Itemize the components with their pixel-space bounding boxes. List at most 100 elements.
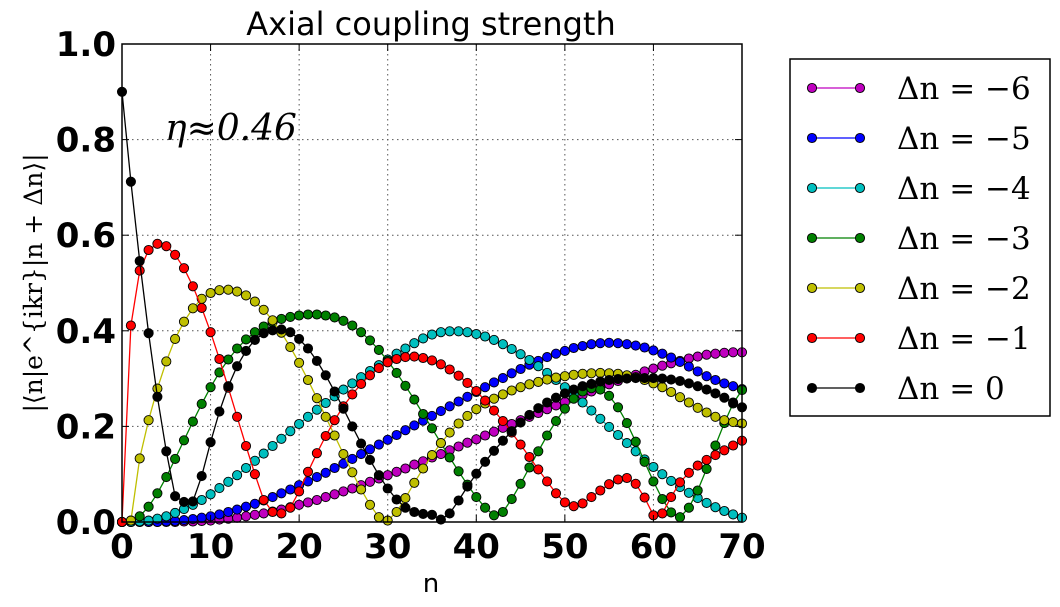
data-point [453,441,464,452]
data-point [347,467,358,478]
data-point [187,303,198,314]
data-point [214,353,225,365]
data-point [471,404,482,415]
data-point [586,339,597,350]
data-point [488,405,500,416]
data-point [329,386,340,397]
data-point [400,463,411,474]
data-point [710,502,721,513]
data-point [604,421,615,432]
data-point [294,499,305,510]
data-point [382,470,393,481]
data-point [418,463,429,474]
data-point [515,478,526,489]
data-point [311,393,322,404]
data-point [692,381,703,392]
data-point [657,360,668,371]
data-point [294,486,305,497]
data-point [409,459,420,470]
data-point [311,404,322,415]
data-point [542,476,553,487]
data-point [471,468,482,479]
data-point [364,454,376,465]
data-point [639,342,650,353]
data-point [533,403,544,414]
data-point [285,426,296,437]
data-point [471,434,482,445]
data-point [196,512,207,523]
data-point [666,386,677,398]
x-tick-label: 40 [453,527,500,567]
data-point [196,494,207,506]
data-point [276,313,287,324]
data-point [710,348,721,359]
data-point [542,430,553,441]
x-tick-label: 60 [630,527,677,567]
data-point [232,470,243,481]
legend-label: Δn = −1 [897,321,1031,357]
series--1 [116,238,748,528]
data-point [426,410,438,421]
data-point [657,382,668,393]
data-point [223,381,234,392]
legend-label: Δn = −2 [897,271,1031,307]
data-point [311,472,322,483]
data-point [143,244,154,256]
data-point [302,411,314,422]
data-point [311,309,322,320]
data-point [648,373,659,384]
x-tick-label: 20 [275,527,322,567]
data-point [302,343,314,354]
data-point [639,492,650,503]
data-point [648,476,659,487]
data-point [462,481,473,492]
data-point [400,493,411,504]
data-point [683,378,694,389]
data-point [524,451,535,463]
data-point [506,494,517,505]
data-point [533,464,544,475]
data-point [240,290,252,301]
data-point [373,512,384,523]
data-point [488,393,500,404]
data-point [683,397,694,408]
data-point [356,327,367,338]
data-point [568,393,579,404]
data-point [382,483,393,494]
data-point [488,377,500,388]
data-point [152,488,163,499]
data-point [338,315,349,326]
data-point [196,398,207,409]
data-point [329,415,340,426]
data-point [196,302,207,313]
data-point [435,359,446,370]
data-point [240,462,252,474]
data-point [666,507,677,518]
y-tick-label: 1.0 [56,25,116,65]
data-point [497,506,508,518]
data-point [161,446,172,457]
data-point [657,508,668,519]
data-point [400,425,411,436]
data-point [152,238,163,249]
data-point [240,511,252,522]
axis-ticks: 0 10 20 30 40 50 60 70 0.0 0.2 0.4 0.6 0.8 1.0 [56,25,766,567]
data-point [701,497,712,508]
data-point [506,368,517,379]
data-point [568,342,579,354]
data-point [497,373,508,384]
data-point [524,462,535,473]
data-point [294,357,305,368]
data-point [134,511,145,522]
data-point [728,440,739,451]
data-point [276,433,287,444]
data-point [701,384,712,395]
data-point [710,388,721,399]
data-point [719,378,730,389]
data-point [311,494,322,506]
data-point [143,501,154,512]
data-point [214,509,225,520]
data-point [728,347,739,358]
data-point [391,429,402,441]
data-point [674,356,686,367]
